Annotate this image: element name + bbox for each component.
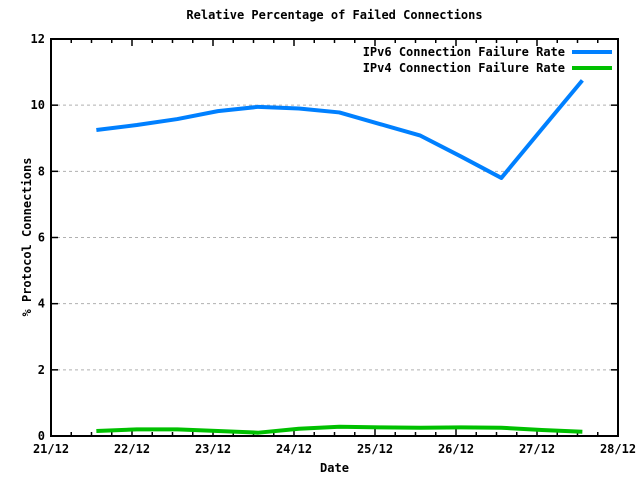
series-line-ipv4 bbox=[96, 424, 583, 435]
x-tick-label: 26/12 bbox=[438, 442, 474, 456]
x-tick-label: 23/12 bbox=[195, 442, 231, 456]
x-tick-label: 22/12 bbox=[114, 442, 150, 456]
y-axis-label: % Protocol Connections bbox=[20, 157, 34, 317]
x-tick-label: 24/12 bbox=[276, 442, 312, 456]
y-tick-label: 10 bbox=[31, 98, 45, 112]
series-line-ipv6 bbox=[96, 79, 584, 180]
y-tick-label: 8 bbox=[38, 164, 45, 178]
legend-item-ipv4: IPv4 Connection Failure Rate bbox=[363, 60, 612, 76]
legend-label-ipv6: IPv6 Connection Failure Rate bbox=[362, 45, 565, 59]
legend-line-swatch-ipv4 bbox=[572, 66, 612, 70]
y-tick-label: 4 bbox=[38, 297, 45, 311]
y-tick-label: 6 bbox=[38, 231, 45, 245]
x-axis-label: Date bbox=[320, 461, 349, 475]
legend-label-ipv4: IPv4 Connection Failure Rate bbox=[362, 61, 565, 75]
y-tick-label: 2 bbox=[38, 363, 45, 377]
x-tick-label: 21/12 bbox=[33, 442, 69, 456]
x-tick-label: 27/12 bbox=[519, 442, 555, 456]
legend: IPv6 Connection Failure Rate IPv4 Connec… bbox=[363, 44, 612, 76]
chart-title: Relative Percentage of Failed Connection… bbox=[186, 8, 483, 22]
y-tick-label: 12 bbox=[31, 32, 45, 46]
y-tick-label: 0 bbox=[38, 429, 45, 443]
legend-line-swatch-ipv6 bbox=[572, 50, 612, 54]
legend-item-ipv6: IPv6 Connection Failure Rate bbox=[363, 44, 612, 60]
x-tick-label: 25/12 bbox=[357, 442, 393, 456]
x-tick-label: 28/12 bbox=[600, 442, 636, 456]
